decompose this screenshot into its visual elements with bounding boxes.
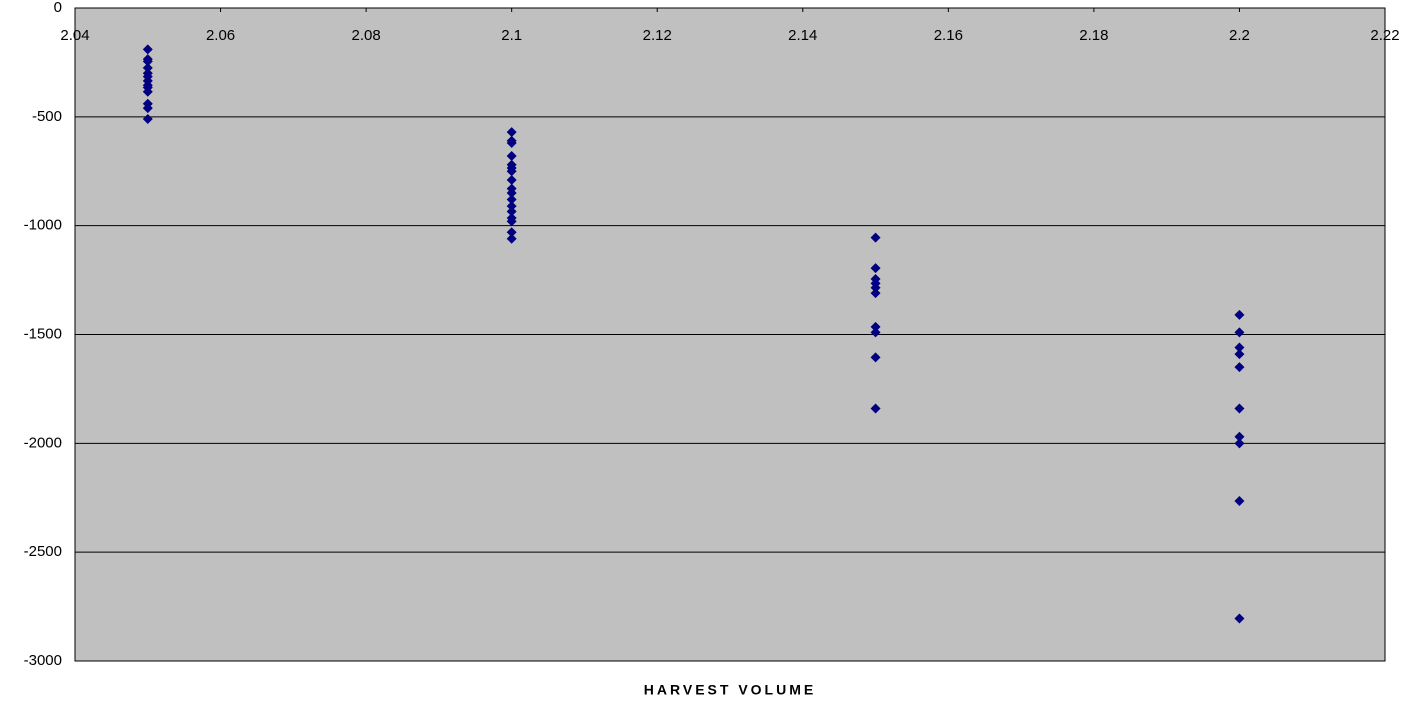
x-tick-label: 2.04 xyxy=(60,27,89,44)
x-tick-label: 2.22 xyxy=(1370,27,1399,44)
x-tick-label: 2.06 xyxy=(206,27,235,44)
y-tick-label: -1500 xyxy=(24,325,62,342)
point xyxy=(142,114,153,125)
point xyxy=(870,321,881,332)
point xyxy=(870,352,881,363)
point xyxy=(1234,613,1245,624)
y-tick-label: 0 xyxy=(54,0,62,16)
point xyxy=(506,194,517,205)
point xyxy=(506,227,517,238)
x-tick-label: 2.08 xyxy=(352,27,381,44)
point xyxy=(870,288,881,299)
x-tick-label: 2.14 xyxy=(788,27,817,44)
point xyxy=(506,127,517,138)
point xyxy=(142,56,153,67)
x-tick-label: 2.12 xyxy=(643,27,672,44)
point xyxy=(1234,431,1245,442)
y-tick-label: -3000 xyxy=(24,652,62,669)
point xyxy=(1234,309,1245,320)
point xyxy=(1234,496,1245,507)
point xyxy=(506,216,517,227)
x-tick-label: 2.18 xyxy=(1079,27,1108,44)
point xyxy=(870,282,881,293)
x-axis-title: HARVEST VOLUME xyxy=(644,682,816,698)
point xyxy=(506,201,517,212)
x-tick-label: 2.1 xyxy=(501,27,522,44)
point xyxy=(870,403,881,414)
point xyxy=(142,86,153,97)
point xyxy=(1234,349,1245,360)
y-tick-label: -2000 xyxy=(24,434,62,451)
point xyxy=(1234,403,1245,414)
point xyxy=(142,62,153,73)
point xyxy=(1234,327,1245,338)
y-tick-label: -500 xyxy=(32,108,62,125)
point xyxy=(506,188,517,199)
point xyxy=(506,151,517,162)
x-tick-label: 2.16 xyxy=(934,27,963,44)
point xyxy=(506,206,517,217)
y-tick-label: -1000 xyxy=(24,217,62,234)
point xyxy=(142,103,153,114)
point xyxy=(506,166,517,177)
point xyxy=(870,327,881,338)
point xyxy=(142,44,153,55)
y-tick-label: -2500 xyxy=(24,543,62,560)
point xyxy=(506,233,517,244)
point xyxy=(1234,438,1245,449)
point xyxy=(506,174,517,185)
x-tick-label: 2.2 xyxy=(1229,27,1250,44)
point xyxy=(870,263,881,274)
point xyxy=(506,137,517,148)
point xyxy=(1234,342,1245,353)
point xyxy=(870,232,881,243)
point xyxy=(1234,362,1245,373)
